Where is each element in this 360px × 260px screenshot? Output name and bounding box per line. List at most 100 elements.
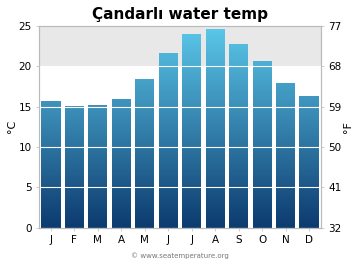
Bar <box>229 114 248 115</box>
Bar <box>276 218 295 219</box>
Bar <box>229 166 248 167</box>
Bar <box>229 162 248 163</box>
Bar <box>65 198 84 199</box>
Bar <box>88 165 108 166</box>
Bar <box>88 158 108 159</box>
Bar <box>41 115 60 116</box>
Bar <box>135 183 154 184</box>
Bar <box>182 211 201 212</box>
Bar <box>88 137 108 138</box>
Bar <box>159 157 178 158</box>
Bar <box>182 59 201 60</box>
Bar <box>229 73 248 74</box>
Bar <box>112 128 131 129</box>
Bar <box>159 166 178 167</box>
Bar <box>65 131 84 132</box>
Bar <box>276 102 295 103</box>
Bar <box>182 71 201 72</box>
Bar <box>229 222 248 223</box>
Bar <box>229 173 248 174</box>
Bar <box>41 108 60 109</box>
Bar <box>159 207 178 209</box>
Bar <box>276 85 295 86</box>
Bar <box>229 187 248 188</box>
Bar <box>65 202 84 203</box>
Bar <box>229 92 248 93</box>
Bar <box>182 177 201 178</box>
Bar <box>182 58 201 59</box>
Bar <box>252 156 272 157</box>
Bar <box>65 123 84 124</box>
Bar <box>41 184 60 185</box>
Bar <box>159 168 178 169</box>
Bar <box>300 134 319 135</box>
Bar <box>41 194 60 195</box>
Bar <box>112 171 131 172</box>
Bar <box>206 67 225 68</box>
Bar <box>112 181 131 182</box>
Bar <box>65 211 84 212</box>
Bar <box>206 210 225 211</box>
Bar <box>112 197 131 198</box>
Bar <box>112 209 131 210</box>
Bar <box>252 130 272 131</box>
Bar <box>276 176 295 177</box>
Bar <box>206 198 225 199</box>
Bar <box>206 130 225 131</box>
Bar <box>135 131 154 132</box>
Bar <box>252 121 272 122</box>
Bar <box>229 149 248 150</box>
Bar <box>112 225 131 226</box>
Bar <box>182 103 201 105</box>
Bar <box>229 66 248 67</box>
Bar <box>65 216 84 217</box>
Bar <box>135 206 154 207</box>
Bar <box>41 139 60 140</box>
Bar <box>300 189 319 190</box>
Bar <box>159 56 178 57</box>
Bar <box>276 179 295 180</box>
Bar <box>206 165 225 166</box>
Bar <box>112 119 131 120</box>
Bar <box>229 119 248 120</box>
Bar <box>41 213 60 214</box>
Bar <box>135 213 154 214</box>
Bar <box>300 136 319 137</box>
Bar <box>206 74 225 75</box>
Bar <box>276 200 295 202</box>
Bar <box>112 211 131 212</box>
Bar <box>88 216 108 217</box>
Bar <box>252 76 272 77</box>
Bar <box>182 88 201 89</box>
Bar <box>112 218 131 219</box>
Bar <box>182 109 201 110</box>
Bar <box>88 162 108 163</box>
Bar <box>159 117 178 118</box>
Bar <box>206 223 225 224</box>
Bar <box>206 122 225 123</box>
Bar <box>135 188 154 189</box>
Bar <box>88 156 108 157</box>
Bar <box>112 137 131 138</box>
Bar <box>88 189 108 190</box>
Bar <box>182 106 201 107</box>
Bar <box>65 121 84 122</box>
Bar <box>252 146 272 147</box>
Bar <box>65 189 84 190</box>
Bar <box>300 205 319 206</box>
Bar <box>159 203 178 204</box>
Bar <box>252 98 272 99</box>
Bar <box>300 101 319 102</box>
Bar <box>135 222 154 223</box>
Bar <box>229 161 248 162</box>
Bar <box>41 224 60 225</box>
Bar <box>88 205 108 206</box>
Bar <box>206 181 225 182</box>
Bar <box>206 134 225 135</box>
Bar <box>182 170 201 171</box>
Bar <box>206 222 225 223</box>
Bar <box>276 178 295 179</box>
Bar <box>112 205 131 206</box>
Bar <box>300 165 319 166</box>
Bar <box>206 90 225 92</box>
